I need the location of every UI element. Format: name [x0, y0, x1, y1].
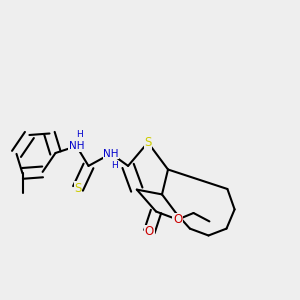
Text: O: O — [173, 213, 182, 226]
Text: H: H — [76, 130, 83, 139]
Text: H: H — [111, 160, 117, 169]
Text: S: S — [144, 136, 152, 149]
Text: NH: NH — [103, 148, 119, 159]
Text: NH: NH — [69, 141, 84, 151]
Text: S: S — [74, 182, 82, 195]
Text: O: O — [145, 225, 154, 238]
